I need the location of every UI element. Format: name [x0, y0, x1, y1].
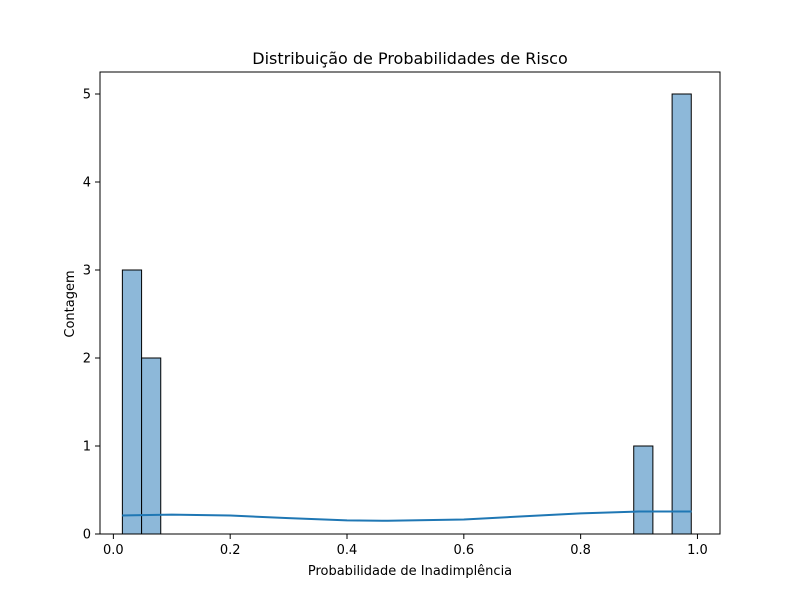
histogram-bar	[121, 269, 143, 535]
x-tick-label: 1.0	[687, 543, 708, 558]
y-axis-ticks: 0 1 2 3 4 5	[83, 88, 100, 543]
x-tick-label: 0.0	[103, 543, 124, 558]
x-tick-label: 0.2	[220, 543, 241, 558]
plot-frame	[99, 71, 721, 535]
y-tick-label: 1	[83, 440, 91, 455]
y-tick-label: 5	[83, 88, 91, 103]
bars-group	[121, 93, 692, 535]
y-tick-label: 4	[83, 176, 91, 191]
y-tick-label: 0	[83, 528, 91, 543]
x-axis-label: Probabilidade de Inadimplência	[308, 564, 512, 579]
y-tick-label: 2	[83, 352, 91, 367]
histogram-bar	[633, 445, 654, 535]
histogram-bar	[141, 357, 162, 535]
x-tick-label: 0.6	[453, 543, 474, 558]
chart-title: Distribuição de Probabilidades de Risco	[252, 49, 568, 68]
y-axis-label: Contagem	[63, 270, 78, 337]
y-tick-label: 3	[83, 264, 91, 279]
x-axis-ticks: 0.0 0.2 0.4 0.6 0.8 1.0	[103, 534, 708, 558]
kde-line	[122, 510, 692, 522]
histogram-bar	[671, 93, 692, 535]
x-tick-label: 0.4	[337, 543, 358, 558]
x-tick-label: 0.8	[570, 543, 591, 558]
